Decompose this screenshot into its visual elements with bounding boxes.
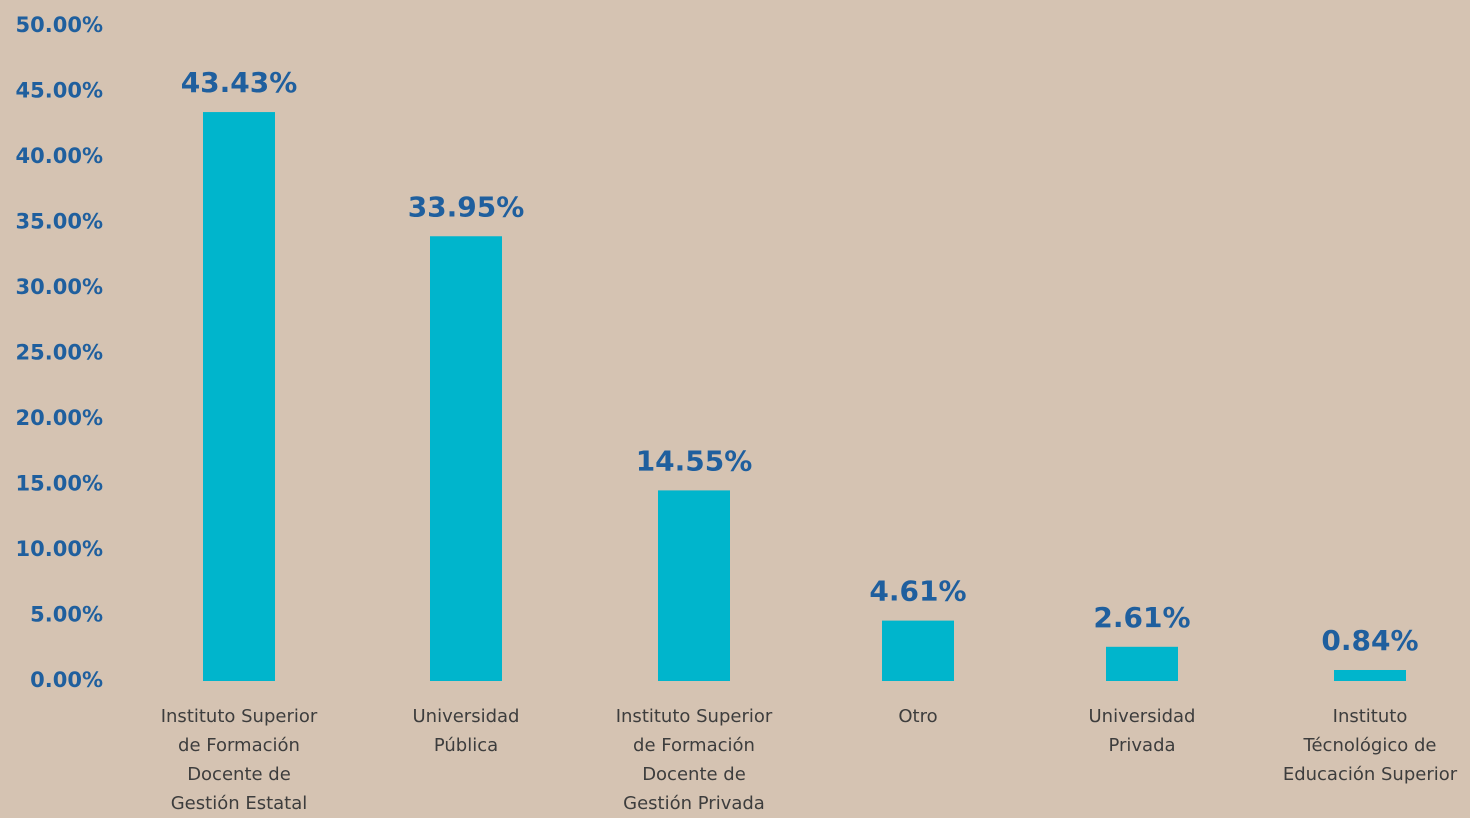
value-label: 0.84% — [1321, 624, 1418, 657]
bar — [430, 236, 502, 681]
y-tick-label: 30.00% — [16, 275, 103, 299]
value-label: 4.61% — [869, 575, 966, 608]
x-tick-label: Instituto Superior de Formación Docente … — [160, 706, 318, 814]
value-label: 14.55% — [636, 444, 753, 477]
value-label: 33.95% — [408, 190, 525, 223]
y-tick-label: 40.00% — [16, 144, 103, 168]
y-tick-label: 35.00% — [16, 210, 103, 234]
y-tick-label: 10.00% — [16, 537, 103, 561]
x-tick-label: Universidad Pública — [412, 706, 520, 756]
y-tick-label: 5.00% — [30, 603, 103, 627]
y-tick-label: 20.00% — [16, 406, 103, 430]
y-tick-label: 15.00% — [16, 472, 103, 496]
x-tick-label: Universidad Privada — [1088, 706, 1196, 756]
bar — [882, 620, 954, 681]
bar — [1334, 669, 1406, 681]
y-tick-label: 45.00% — [16, 79, 103, 103]
y-tick-label: 25.00% — [16, 341, 103, 365]
value-label: 2.61% — [1093, 601, 1190, 634]
x-tick-label: Otro — [898, 706, 938, 727]
bar — [203, 112, 275, 681]
bar — [1106, 646, 1178, 681]
x-tick-label: Instituto Superior de Formación Docente … — [615, 706, 773, 814]
y-tick-label: 0.00% — [30, 668, 103, 692]
bar — [658, 490, 730, 681]
x-tick-label: Instituto Técnológico de Educación Super… — [1282, 706, 1458, 785]
value-label: 43.43% — [181, 66, 298, 99]
y-tick-label: 50.00% — [16, 13, 103, 37]
